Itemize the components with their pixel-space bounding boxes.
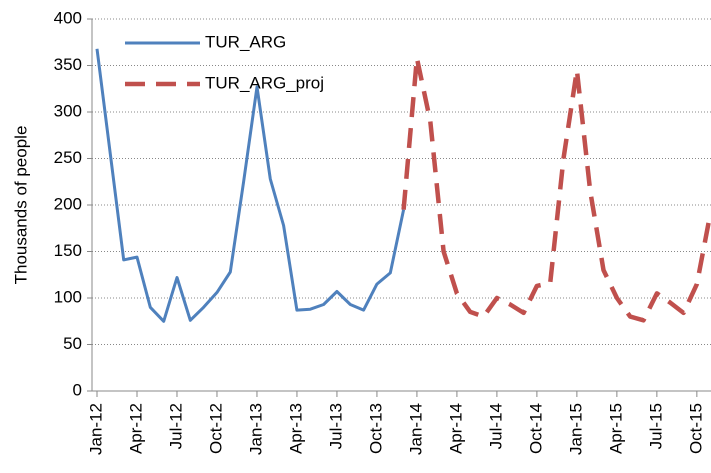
x-tick-label: Apr-12 bbox=[126, 403, 145, 454]
legend-label: TUR_ARG_proj bbox=[205, 73, 324, 92]
x-tick-label: Jan-13 bbox=[246, 403, 265, 455]
series-line bbox=[401, 55, 711, 323]
series-line bbox=[95, 48, 406, 323]
legend-label: TUR_ARG bbox=[205, 32, 286, 51]
x-tick-label: Apr-14 bbox=[446, 403, 465, 454]
x-tick-label: Jul-15 bbox=[646, 403, 665, 449]
x-tick-label: Jul-13 bbox=[326, 403, 345, 449]
y-tick-label: 350 bbox=[54, 55, 82, 74]
y-tick-label: 250 bbox=[54, 148, 82, 167]
x-tick-label: Apr-15 bbox=[606, 403, 625, 454]
y-tick-label: 0 bbox=[73, 380, 82, 399]
x-tick-label: Jan-14 bbox=[406, 403, 425, 455]
x-tick-label: Oct-15 bbox=[686, 403, 705, 454]
x-tick-label: Jul-12 bbox=[166, 403, 185, 449]
x-tick-label: Oct-13 bbox=[366, 403, 385, 454]
y-tick-label: 400 bbox=[54, 8, 82, 27]
y-axis-label: Thousands of people bbox=[11, 126, 30, 285]
y-tick-label: 200 bbox=[54, 194, 82, 213]
x-tick-label: Jul-14 bbox=[486, 403, 505, 449]
y-tick-label: 300 bbox=[54, 101, 82, 120]
y-tick-label: 50 bbox=[63, 334, 82, 353]
x-tick-label: Jan-12 bbox=[86, 403, 105, 455]
x-tick-label: Oct-14 bbox=[526, 403, 545, 454]
y-tick-label: 100 bbox=[54, 287, 82, 306]
x-tick-label: Oct-12 bbox=[206, 403, 225, 454]
y-tick-label: 150 bbox=[54, 241, 82, 260]
x-tick-label: Apr-13 bbox=[286, 403, 305, 454]
x-tick-label: Jan-15 bbox=[566, 403, 585, 455]
